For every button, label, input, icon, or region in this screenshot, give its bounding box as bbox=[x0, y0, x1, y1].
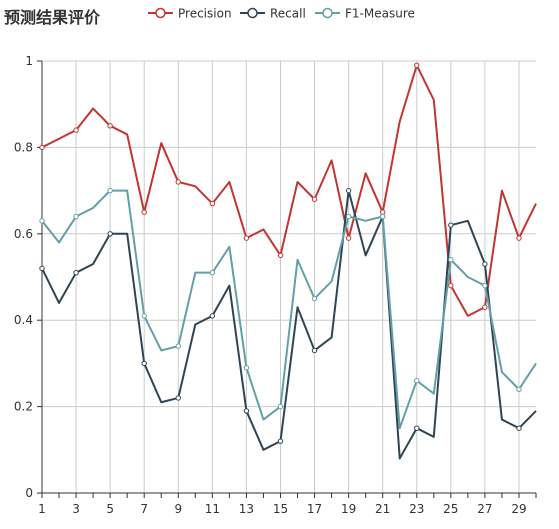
series-line bbox=[41, 64, 537, 317]
data-point bbox=[107, 231, 113, 237]
data-point bbox=[448, 222, 454, 228]
x-tick-label: 17 bbox=[307, 502, 322, 516]
legend-marker-icon bbox=[322, 7, 333, 19]
data-point bbox=[379, 209, 386, 215]
data-point bbox=[482, 304, 488, 310]
x-tick-label: 15 bbox=[273, 502, 288, 516]
data-point bbox=[277, 403, 284, 410]
x-tick-label: 9 bbox=[174, 502, 182, 516]
data-point bbox=[39, 218, 45, 224]
legend-item-precision[interactable]: Precision bbox=[148, 7, 232, 21]
legend-label: Recall bbox=[270, 7, 306, 21]
data-point bbox=[209, 269, 216, 276]
data-point bbox=[243, 235, 250, 241]
legend-label: F1-Measure bbox=[345, 7, 415, 21]
data-point bbox=[516, 425, 522, 431]
data-point bbox=[73, 127, 79, 133]
data-point bbox=[345, 235, 352, 241]
grid-lines bbox=[42, 60, 536, 493]
x-tick-label: 27 bbox=[477, 502, 492, 516]
x-tick-label: 13 bbox=[239, 502, 254, 516]
data-point bbox=[175, 179, 181, 185]
data-point bbox=[311, 196, 318, 202]
data-point bbox=[107, 123, 113, 129]
data-point bbox=[175, 343, 181, 349]
series-line bbox=[41, 189, 537, 430]
x-tick-label: 5 bbox=[106, 502, 114, 516]
axes: 00.20.40.60.811 3 5 7 9 11 13 15 17 19 21 23 25 27 29 bbox=[14, 54, 537, 516]
data-point bbox=[141, 209, 147, 215]
x-tick-label: 23 bbox=[409, 502, 424, 516]
data-point bbox=[141, 313, 147, 319]
y-tick-label: 1 bbox=[25, 54, 33, 68]
data-point bbox=[516, 235, 522, 241]
legend-marker-icon bbox=[155, 7, 166, 19]
y-tick-label: 0.8 bbox=[14, 140, 33, 154]
x-tick-label: 7 bbox=[140, 502, 148, 516]
series-lines bbox=[39, 62, 537, 460]
legend-item-f1-measure[interactable]: F1-Measure bbox=[315, 7, 415, 21]
data-point bbox=[39, 144, 45, 151]
x-tick-label: 11 bbox=[205, 502, 220, 516]
series-line bbox=[41, 189, 537, 460]
data-point bbox=[414, 377, 420, 384]
y-tick-label: 0.6 bbox=[14, 227, 33, 241]
series-f1-measure bbox=[39, 187, 537, 430]
data-point bbox=[448, 282, 454, 289]
legend-label: Precision bbox=[178, 7, 232, 21]
data-point bbox=[243, 408, 250, 414]
data-point bbox=[39, 265, 45, 272]
data-point bbox=[277, 438, 284, 444]
data-point bbox=[243, 365, 250, 371]
x-tick-label: 1 bbox=[38, 502, 46, 516]
data-point bbox=[448, 257, 454, 263]
data-point bbox=[482, 282, 488, 289]
data-point bbox=[414, 62, 420, 69]
data-point bbox=[482, 261, 488, 267]
x-tick-label: 21 bbox=[375, 502, 390, 516]
legend-marker-icon bbox=[247, 7, 258, 19]
data-point bbox=[209, 200, 216, 207]
y-tick-label: 0.4 bbox=[14, 313, 33, 327]
x-tick-label: 29 bbox=[511, 502, 526, 516]
data-point bbox=[107, 187, 113, 194]
data-point bbox=[345, 213, 352, 220]
x-tick-label: 25 bbox=[443, 502, 458, 516]
series-precision bbox=[39, 62, 537, 317]
data-point bbox=[73, 269, 79, 276]
data-point bbox=[414, 425, 420, 431]
data-point bbox=[345, 187, 352, 194]
x-tick-label: 19 bbox=[341, 502, 356, 516]
chart-title: 预测结果评价 bbox=[4, 8, 101, 27]
data-point bbox=[209, 313, 216, 319]
y-tick-label: 0.2 bbox=[14, 400, 33, 414]
data-point bbox=[73, 213, 79, 220]
data-point bbox=[379, 213, 386, 220]
data-point bbox=[141, 360, 147, 367]
data-point bbox=[175, 395, 181, 401]
x-tick-label: 3 bbox=[72, 502, 80, 516]
legend-item-recall[interactable]: Recall bbox=[240, 7, 306, 21]
series-recall bbox=[39, 187, 537, 460]
data-point bbox=[277, 252, 284, 259]
data-point bbox=[516, 386, 522, 393]
legend: Precision Recall F1-Measure bbox=[148, 7, 415, 21]
data-point bbox=[311, 347, 318, 354]
y-tick-label: 0 bbox=[25, 486, 33, 500]
data-point bbox=[311, 295, 318, 302]
